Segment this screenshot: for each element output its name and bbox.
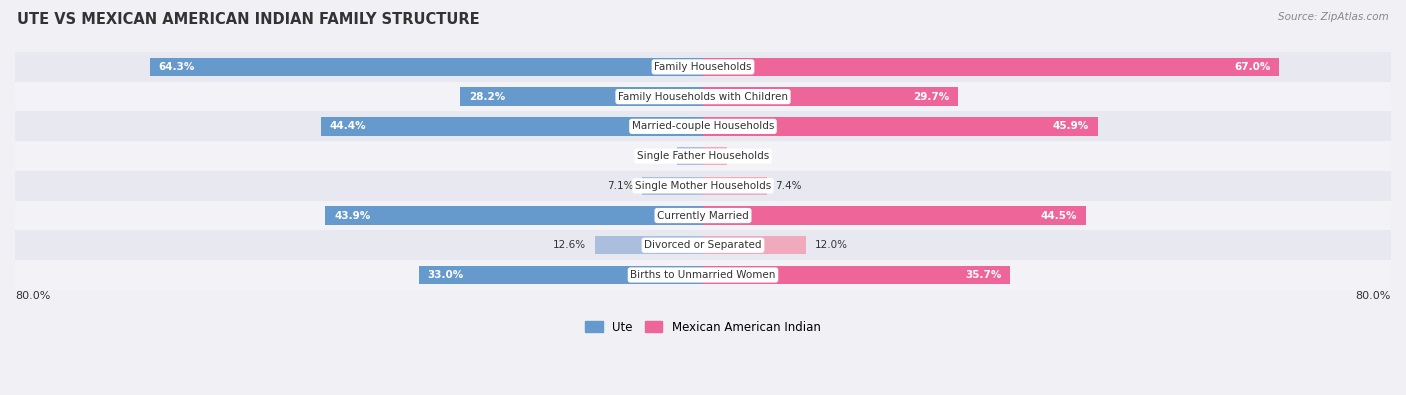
Text: Source: ZipAtlas.com: Source: ZipAtlas.com — [1278, 12, 1389, 22]
Bar — [15, 201, 1391, 230]
Text: 2.8%: 2.8% — [735, 151, 762, 161]
Text: Single Mother Households: Single Mother Households — [636, 181, 770, 191]
Bar — [703, 58, 1279, 76]
Bar — [703, 117, 1098, 135]
Text: Married-couple Households: Married-couple Households — [631, 121, 775, 132]
Bar — [15, 230, 1391, 260]
Text: 28.2%: 28.2% — [470, 92, 505, 102]
Bar — [703, 87, 959, 106]
Bar — [321, 117, 703, 135]
Bar — [703, 266, 1010, 284]
Bar — [15, 260, 1391, 290]
Text: 7.4%: 7.4% — [775, 181, 801, 191]
Bar — [703, 177, 766, 195]
Text: 64.3%: 64.3% — [159, 62, 195, 72]
Bar — [703, 206, 1085, 225]
Text: 7.1%: 7.1% — [607, 181, 633, 191]
Text: 29.7%: 29.7% — [914, 92, 950, 102]
Text: 3.0%: 3.0% — [643, 151, 669, 161]
Text: 67.0%: 67.0% — [1234, 62, 1271, 72]
Bar — [703, 147, 727, 165]
Bar — [325, 206, 703, 225]
Bar — [643, 177, 703, 195]
Bar — [15, 52, 1391, 82]
Text: Family Households with Children: Family Households with Children — [619, 92, 787, 102]
Bar — [703, 236, 806, 254]
Legend: Ute, Mexican American Indian: Ute, Mexican American Indian — [581, 316, 825, 339]
Text: Currently Married: Currently Married — [657, 211, 749, 220]
Bar — [15, 82, 1391, 111]
Text: Births to Unmarried Women: Births to Unmarried Women — [630, 270, 776, 280]
Text: 80.0%: 80.0% — [1355, 292, 1391, 301]
Text: 33.0%: 33.0% — [427, 270, 464, 280]
Text: Family Households: Family Households — [654, 62, 752, 72]
Bar — [595, 236, 703, 254]
Bar — [419, 266, 703, 284]
Bar — [150, 58, 703, 76]
Text: 43.9%: 43.9% — [335, 211, 370, 220]
Text: 44.4%: 44.4% — [330, 121, 367, 132]
Text: Divorced or Separated: Divorced or Separated — [644, 240, 762, 250]
Bar — [15, 141, 1391, 171]
Text: Single Father Households: Single Father Households — [637, 151, 769, 161]
Text: 35.7%: 35.7% — [965, 270, 1001, 280]
Text: UTE VS MEXICAN AMERICAN INDIAN FAMILY STRUCTURE: UTE VS MEXICAN AMERICAN INDIAN FAMILY ST… — [17, 12, 479, 27]
Text: 45.9%: 45.9% — [1053, 121, 1090, 132]
Bar — [461, 87, 703, 106]
Text: 12.6%: 12.6% — [553, 240, 586, 250]
Text: 80.0%: 80.0% — [15, 292, 51, 301]
Bar — [15, 171, 1391, 201]
Bar — [15, 111, 1391, 141]
Text: 12.0%: 12.0% — [815, 240, 848, 250]
Bar — [678, 147, 703, 165]
Text: 44.5%: 44.5% — [1040, 211, 1077, 220]
